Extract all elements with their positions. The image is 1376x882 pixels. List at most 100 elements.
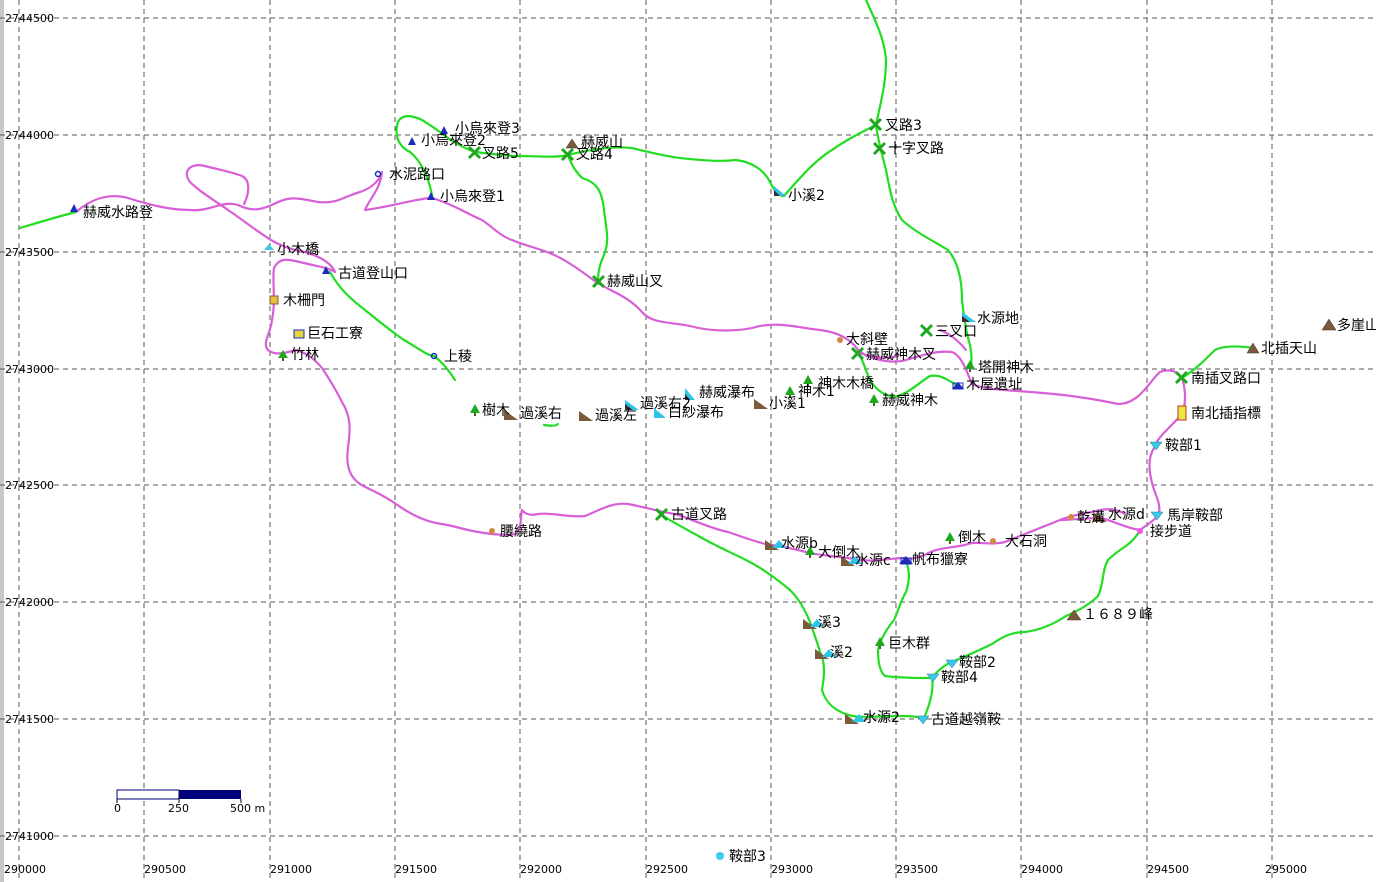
waypoint-label: １６８９峰	[1083, 607, 1153, 623]
waypoint-label: 赫威水路登	[83, 205, 153, 221]
waypoint-label: 大倒木	[818, 545, 860, 561]
scale-label: 0	[114, 802, 121, 815]
point-icon	[430, 352, 438, 360]
y-tick: 2744500	[5, 12, 54, 25]
scale-bar: 0 250 500 m	[114, 789, 265, 815]
x-tick: 292000	[520, 863, 562, 876]
x-tick: 291000	[270, 863, 312, 876]
junction-icon	[467, 117, 1189, 522]
left-border	[0, 0, 4, 882]
waypoint-label: 小烏來登3	[455, 120, 520, 137]
waypoint-label: 赫威神木叉	[866, 347, 936, 363]
waypoint-label: 木屋遺址	[966, 377, 1022, 393]
hut-icon	[293, 329, 913, 565]
point-icon	[1137, 528, 1143, 534]
waypoint-label: 十字叉路	[888, 141, 944, 157]
waypoint-label: 叉路4	[576, 147, 613, 163]
y-tick-labels: 2744500 2744000 2743500 2743000 2742500 …	[5, 12, 54, 843]
waypoint-label: 大斜壁	[846, 332, 888, 348]
waypoint-label: 北插天山	[1261, 341, 1317, 357]
stream-icon	[504, 186, 1107, 724]
waypoint-label: 大石洞	[1005, 534, 1047, 550]
waypoint-label: 小木橋	[277, 242, 319, 258]
waypoint-label: 竹林	[291, 347, 319, 363]
waypoint-label: 三叉口	[935, 324, 977, 340]
waypoint-label: 溪2	[830, 645, 853, 661]
y-tick: 2744000	[5, 129, 54, 142]
signpost-icon	[1177, 405, 1187, 421]
waypoint-labels: 赫威水路登 小木橋 古道登山口 木柵門 巨石工寮 竹林 上稜 水泥路口 小烏來登…	[83, 118, 1376, 865]
x-tick: 292500	[646, 863, 688, 876]
waypoint-label: 赫威瀑布	[699, 385, 755, 401]
waypoint-label: 溪3	[818, 615, 841, 631]
waypoint-label: 赫威神木	[882, 393, 938, 409]
waypoint-label: 神木1	[798, 384, 835, 400]
y-tick: 2742500	[5, 479, 54, 492]
x-tick: 294500	[1147, 863, 1189, 876]
waypoint-label: 古道叉路	[671, 507, 727, 523]
waypoint-label: 帆布獵寮	[912, 551, 968, 568]
waypoint-label: 神木木橋	[818, 376, 874, 392]
waypoint-label: 鞍部1	[1165, 438, 1202, 454]
x-tick: 293000	[771, 863, 813, 876]
saddle-icon	[916, 441, 1164, 725]
waypoint-label: 水泥路口	[389, 167, 445, 183]
waypoint-label: 巨木群	[888, 636, 930, 652]
x-tick: 295000	[1265, 863, 1307, 876]
trailhead-icon	[322, 266, 330, 274]
x-tick: 293500	[896, 863, 938, 876]
waypoint-label: 木柵門	[283, 293, 325, 309]
waypoint-label: 塔開神木	[978, 360, 1034, 376]
waypoint-label: 乾溝	[1077, 510, 1105, 526]
waypoint-label: 古道越嶺鞍	[931, 712, 1001, 728]
waypoint-label: 南北插指標	[1191, 406, 1261, 422]
green-route	[18, 0, 1256, 720]
waypoint-label: 水源c	[855, 553, 891, 569]
scale-label: 250	[168, 802, 189, 815]
trailhead-icon	[427, 192, 435, 200]
waypoint-label: 上稜	[444, 349, 472, 365]
water-icon	[264, 244, 274, 250]
x-tick: 294000	[1021, 863, 1063, 876]
waypoint-label: 多崖山	[1337, 317, 1376, 334]
waypoint-label: 白紗瀑布	[668, 405, 724, 421]
x-tick-labels: 290000 290500 291000 291500 292000 29250…	[4, 863, 1307, 876]
waypoint-label: 水源2	[863, 710, 900, 726]
trailhead-icon	[440, 126, 448, 134]
point-icon	[716, 852, 724, 860]
waypoint-label: 倒木	[958, 530, 986, 546]
x-tick: 290500	[144, 863, 186, 876]
y-tick: 2743000	[5, 363, 54, 376]
waypoint-label: 過溪右2	[640, 396, 691, 412]
cliff-icon	[489, 337, 1074, 534]
waypoint-label: 鞍部3	[729, 849, 766, 865]
waypoint-label: 叉路5	[482, 146, 519, 162]
waypoint-label: 叉路3	[885, 118, 922, 134]
waypoint-label: 過溪右	[520, 406, 562, 422]
waypoint-label: 接步道	[1150, 523, 1192, 540]
point-icon	[374, 170, 382, 178]
waypoint-label: 古道登山口	[338, 266, 408, 282]
waypoint-label: 赫威山	[581, 135, 623, 151]
cave-icon	[990, 538, 996, 544]
waypoint-label: 水源地	[977, 311, 1019, 327]
waypoint-label: 水源d	[1108, 507, 1145, 523]
gate-icon	[269, 295, 279, 305]
waypoint-label: 過溪左	[595, 408, 637, 424]
waypoint-label: 小溪2	[788, 188, 825, 204]
ruin-icon	[952, 382, 964, 390]
waypoint-label: 馬岸鞍部	[1167, 508, 1223, 524]
y-tick: 2741000	[5, 830, 54, 843]
trailhead-icon	[70, 204, 82, 212]
waypoint-label: 小溪1	[769, 396, 806, 412]
waypoint-label: 南插叉路口	[1191, 371, 1261, 387]
x-tick: 291500	[395, 863, 437, 876]
waypoint-label: 水源b	[781, 536, 818, 552]
trailhead-icon	[408, 137, 416, 145]
waypoint-label: 赫威山叉	[607, 274, 663, 290]
waypoint-label: 鞍部4	[941, 670, 978, 686]
waypoint-label: 鞍部2	[959, 655, 996, 671]
waypoint-label: 腰繞路	[500, 524, 542, 540]
